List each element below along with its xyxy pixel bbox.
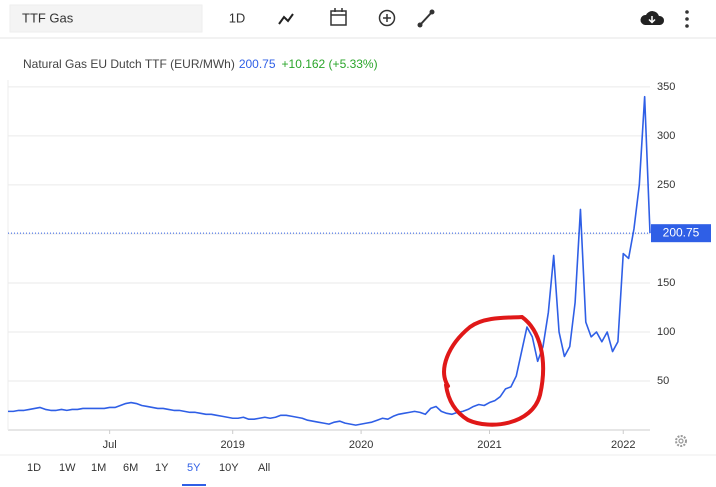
x-tick-label: 2021 xyxy=(477,439,501,451)
search-text[interactable]: TTF Gas xyxy=(22,10,74,25)
range-button[interactable]: 1M xyxy=(91,462,106,474)
calendar-icon[interactable] xyxy=(330,8,347,26)
y-tick-label: 150 xyxy=(657,277,675,289)
range-button[interactable]: 1Y xyxy=(155,462,169,474)
chart-title: Natural Gas EU Dutch TTF (EUR/MWh) xyxy=(23,57,235,71)
last-price-tag xyxy=(651,224,711,243)
y-tick-label: 50 xyxy=(657,375,669,387)
y-tick-label: 100 xyxy=(657,326,675,338)
x-tick-label: 2022 xyxy=(611,439,635,451)
hand-drawn-circle xyxy=(442,314,546,427)
plot-area: 50100150200250300350Jul20192020202120222… xyxy=(8,81,711,451)
range-button[interactable]: 1D xyxy=(27,462,41,474)
chart-type-icon[interactable] xyxy=(278,13,294,25)
y-tick-label: 350 xyxy=(657,81,675,93)
download-icon[interactable] xyxy=(640,11,665,25)
range-button[interactable]: 1W xyxy=(59,462,76,474)
range-selector: 1D 1W 1M 6M 1Y 5Y 10Y All xyxy=(27,462,270,486)
search-box[interactable] xyxy=(9,4,203,33)
draw-icon[interactable] xyxy=(417,9,435,28)
chart-header: Natural Gas EU Dutch TTF (EUR/MWh) 200.75… xyxy=(23,57,378,71)
range-button[interactable]: 6M xyxy=(123,462,138,474)
menu-icon[interactable] xyxy=(685,10,689,28)
interval-button[interactable]: 1D xyxy=(229,10,246,25)
range-button[interactable]: 10Y xyxy=(219,462,239,474)
x-tick-label: 2019 xyxy=(220,439,244,451)
last-price: 200.75 xyxy=(239,57,276,71)
x-tick-label: 2020 xyxy=(349,439,373,451)
settings-icon[interactable] xyxy=(675,435,687,447)
compare-icon[interactable] xyxy=(378,9,396,27)
y-tick-label: 250 xyxy=(657,179,675,191)
range-button[interactable]: 5Y xyxy=(187,462,201,474)
price-change: +10.162 (+5.33%) xyxy=(282,57,378,71)
last-price-tag-label: 200.75 xyxy=(663,225,700,239)
x-tick-label: Jul xyxy=(103,439,117,451)
range-button[interactable]: All xyxy=(258,462,270,474)
price-line xyxy=(8,95,651,426)
y-tick-label: 300 xyxy=(657,130,675,142)
